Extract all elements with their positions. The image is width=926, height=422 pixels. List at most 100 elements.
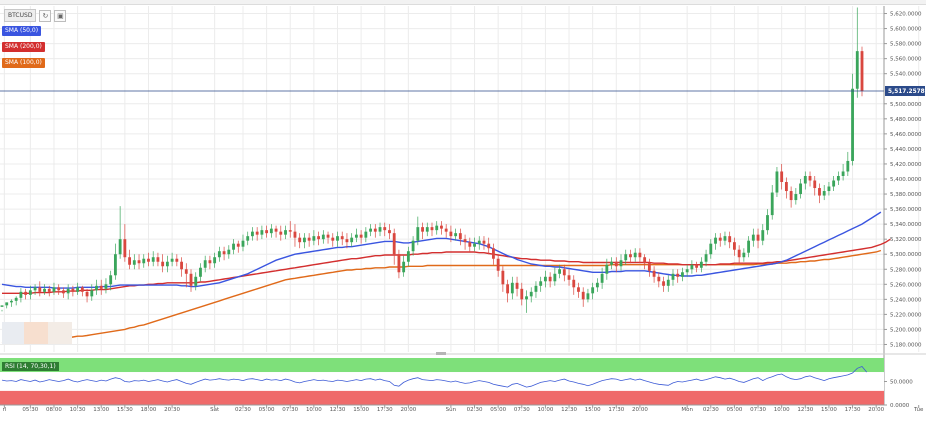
candle-body — [539, 281, 543, 286]
legend-sma-50[interactable]: SMA (50,0) — [2, 26, 42, 36]
rsi-overbought-band — [0, 358, 884, 373]
x-tick-label: 17:30 — [377, 407, 393, 413]
candle-body — [274, 228, 278, 232]
candle-body — [685, 269, 689, 273]
candle-body — [482, 240, 486, 244]
x-tick-label: Mon — [681, 407, 693, 413]
candle-body — [118, 239, 122, 255]
candle-body — [76, 287, 80, 292]
x-tick-label: 20:00 — [868, 407, 884, 413]
overlay-badge — [2, 322, 24, 344]
candle-body — [836, 175, 840, 181]
candle — [132, 254, 136, 270]
x-tick-label: 02:30 — [467, 407, 483, 413]
candle — [66, 284, 70, 300]
y-tick-label: 5,620.0000 — [890, 12, 922, 18]
candle — [458, 228, 462, 246]
candle — [581, 287, 585, 307]
legend-sma-100[interactable]: SMA (100,0) — [2, 58, 45, 68]
x-tick-label: 05:00 — [726, 407, 742, 413]
symbol-box: BTCUSD ↻ ▣ — [4, 9, 67, 22]
candle-body — [132, 260, 136, 265]
y-tick-label: 5,500.0000 — [890, 102, 922, 108]
candle — [558, 264, 561, 279]
candle-body — [373, 228, 377, 232]
rsi-label[interactable]: RSI (14, 70,30,1) — [2, 362, 59, 371]
candle — [525, 290, 528, 313]
candle — [76, 282, 80, 295]
candle — [307, 233, 311, 247]
candle-body — [293, 231, 297, 238]
candle-body — [156, 257, 160, 262]
candle-body — [227, 249, 231, 255]
candle-body — [425, 227, 429, 232]
y-tick-label: 5,540.0000 — [890, 72, 922, 78]
candle — [832, 175, 836, 192]
candle-body — [492, 248, 495, 259]
candle-body — [818, 188, 821, 196]
candle-body — [411, 240, 415, 252]
rsi-oversold-band — [0, 390, 884, 405]
legend-sma-200[interactable]: SMA (200,0) — [2, 42, 45, 52]
top-toolbar — [0, 0, 926, 5]
x-tick-label: 15:00 — [353, 407, 369, 413]
candle-body — [440, 225, 443, 229]
candle — [733, 237, 736, 256]
refresh-icon[interactable]: ↻ — [39, 9, 52, 22]
x-tick-label: 13:00 — [93, 407, 109, 413]
candle — [695, 261, 699, 273]
candle-body — [62, 290, 65, 294]
candle-body — [10, 300, 13, 303]
candle-body — [284, 230, 287, 235]
candle-body — [213, 257, 217, 264]
candle — [345, 233, 349, 249]
candle-body — [161, 261, 165, 267]
candle-body — [175, 258, 179, 262]
candle-body — [142, 258, 146, 264]
candle-body — [449, 231, 453, 237]
candle — [699, 257, 703, 273]
candle — [392, 228, 396, 265]
candle-body — [421, 227, 424, 232]
symbol-label[interactable]: BTCUSD — [4, 9, 37, 22]
candle — [595, 278, 599, 292]
candle-body — [676, 273, 680, 277]
candle — [5, 302, 9, 309]
candle — [269, 224, 273, 238]
candle-body — [416, 227, 420, 241]
candle-body — [137, 260, 141, 264]
candle — [260, 225, 264, 240]
candle — [255, 227, 259, 241]
candle-body — [638, 252, 642, 258]
x-tick-label: 20:00 — [632, 407, 648, 413]
window-icon[interactable]: ▣ — [54, 9, 67, 22]
candle — [789, 186, 793, 208]
candle-body — [147, 258, 150, 262]
candle — [681, 267, 684, 282]
candle — [373, 224, 377, 238]
candle — [33, 284, 37, 295]
candle — [402, 255, 406, 277]
candle — [671, 269, 675, 286]
candle — [184, 263, 188, 288]
candle — [440, 221, 443, 235]
candle — [109, 270, 113, 291]
candle-body — [38, 287, 42, 292]
candle — [24, 288, 28, 300]
candle — [10, 299, 13, 307]
candle-body — [827, 186, 831, 192]
candle-body — [851, 88, 854, 161]
candle-body — [586, 293, 590, 300]
rsi-tick-labels: 50.0000 0.0000 — [884, 380, 913, 409]
candle-body — [24, 291, 28, 295]
x-tick-label: 12:30 — [797, 407, 813, 413]
y-tick-label: 5,180.0000 — [890, 342, 922, 348]
candle-body — [236, 243, 240, 247]
pane-resize-handle[interactable] — [436, 352, 446, 355]
candle-body — [99, 285, 103, 289]
candle-body — [770, 192, 774, 216]
candle — [430, 222, 434, 237]
candle — [317, 231, 321, 246]
candle — [180, 257, 183, 277]
